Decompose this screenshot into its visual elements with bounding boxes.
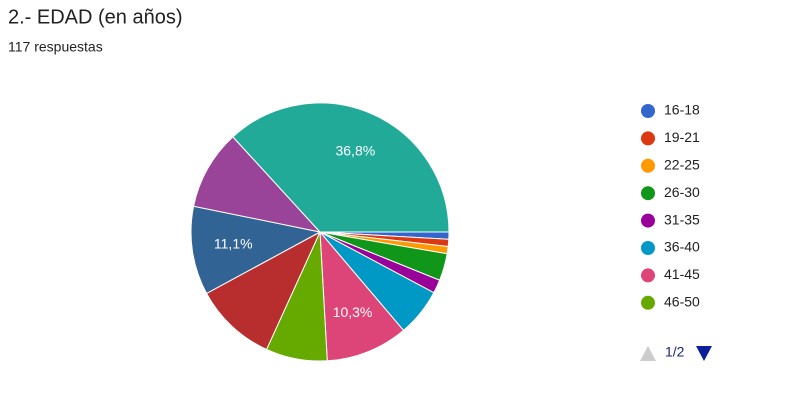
legend-marker: [641, 131, 655, 146]
pie-slice: [205, 230, 322, 351]
pie-slice: [193, 136, 322, 233]
legend-label: 22-25: [664, 157, 700, 173]
legend-prev[interactable]: [640, 346, 656, 361]
legend-page: 1/2: [665, 344, 685, 360]
legend-label: 36-40: [664, 239, 700, 255]
pie-slice: [190, 205, 322, 295]
legend-marker: [641, 295, 655, 310]
legend-next[interactable]: [696, 346, 712, 361]
legend-marker: [641, 186, 655, 201]
legend-label: 16-18: [664, 102, 700, 118]
pie-slice: [319, 230, 405, 362]
data-label: 36,8%: [335, 142, 375, 158]
data-label: 11,1%: [214, 236, 253, 252]
legend-marker: [641, 268, 655, 283]
legend-label: 41-45: [664, 266, 700, 282]
legend-label: 26-30: [664, 184, 700, 200]
legend-marker: [641, 158, 655, 173]
pie-slice: [232, 102, 450, 233]
legend-marker: [641, 104, 655, 118]
legend: 16-18 19-21 22-25 26-30 31-35 36-40 41-45 46-50: [641, 102, 700, 310]
pie: 10,3% 11,1% 36,8%: [190, 102, 450, 362]
legend-marker: [641, 213, 655, 228]
chart-title: 2.- EDAD (en años): [8, 6, 183, 28]
legend-label: 46-50: [664, 294, 700, 310]
chart-subtitle: 117 respuestas: [8, 39, 103, 55]
legend-marker: [641, 241, 655, 255]
data-label: 10,3%: [333, 304, 373, 320]
legend-label: 31-35: [664, 211, 700, 227]
legend-label: 19-21: [664, 129, 700, 145]
